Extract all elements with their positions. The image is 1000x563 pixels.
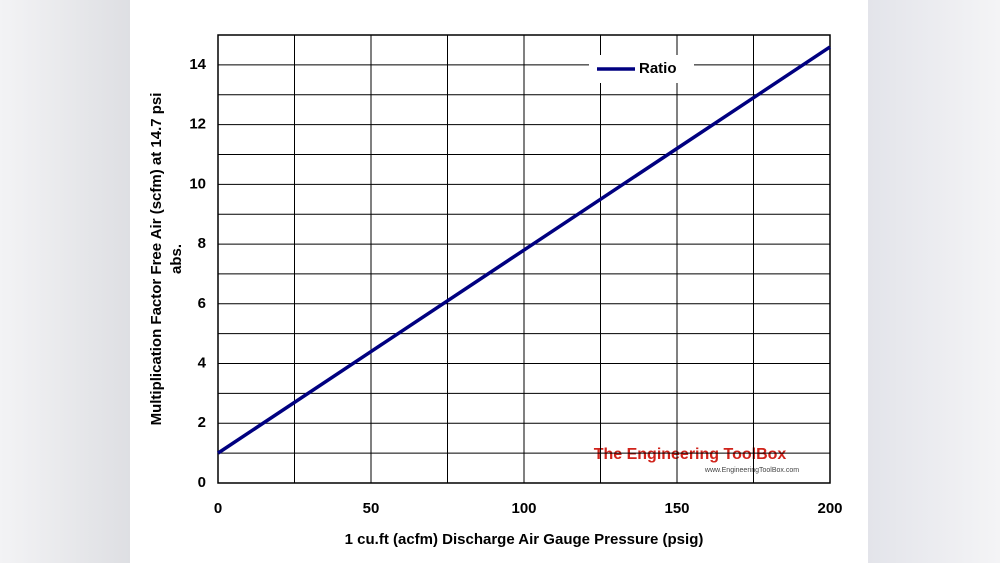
x-tick-label: 100 xyxy=(511,500,536,517)
y-axis-label: abs. xyxy=(168,244,185,274)
y-tick-label: 10 xyxy=(189,175,206,192)
panel xyxy=(130,0,868,563)
backdrop-left xyxy=(0,0,130,563)
y-tick-label: 0 xyxy=(198,474,206,491)
watermark-url: www.EngineeringToolBox.com xyxy=(704,467,799,474)
watermark-title: The Engineering ToolBox xyxy=(594,446,787,463)
x-tick-label: 150 xyxy=(664,500,689,517)
x-tick-label: 200 xyxy=(817,500,842,517)
backdrop-right xyxy=(868,0,1000,563)
x-tick-label: 50 xyxy=(363,500,380,517)
y-tick-label: 14 xyxy=(189,56,206,73)
y-tick-label: 6 xyxy=(198,295,206,312)
x-axis-label: 1 cu.ft (acfm) Discharge Air Gauge Press… xyxy=(345,531,704,548)
data-line xyxy=(217,45,831,455)
y-axis-label: Multiplication Factor Free Air (scfm) at… xyxy=(148,93,165,426)
y-tick-label: 8 xyxy=(198,235,206,252)
y-tick-label: 2 xyxy=(198,414,206,431)
y-tick-label: 12 xyxy=(189,116,206,133)
legend-label: Ratio xyxy=(639,60,677,77)
y-tick-label: 4 xyxy=(198,355,207,372)
plot-frame xyxy=(217,34,831,484)
x-tick-label: 0 xyxy=(214,500,222,517)
